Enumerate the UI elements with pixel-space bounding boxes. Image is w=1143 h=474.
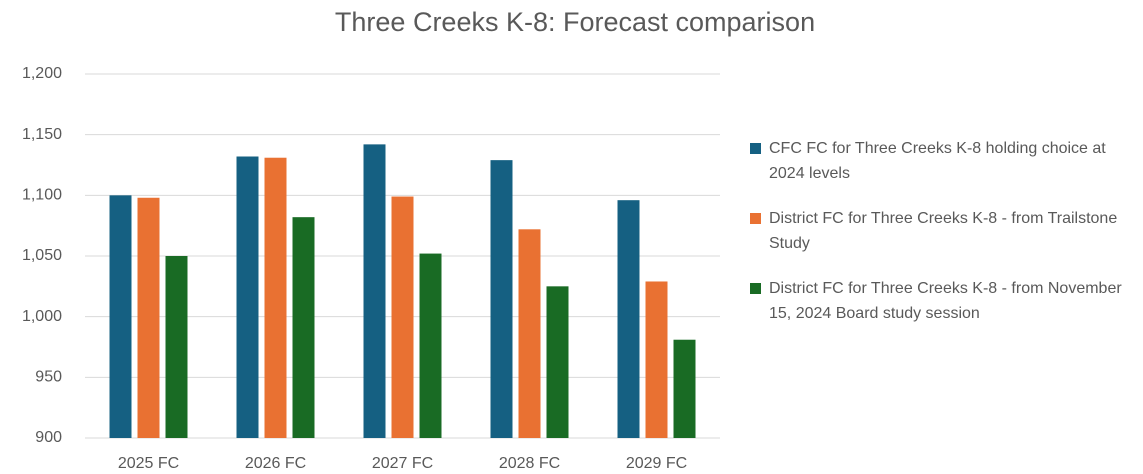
legend-swatch <box>750 213 761 224</box>
bar <box>236 156 259 439</box>
bar <box>673 339 696 438</box>
bar <box>391 196 414 438</box>
y-tick-label: 1,000 <box>22 308 62 325</box>
bar <box>109 195 132 438</box>
legend-swatch <box>750 143 761 154</box>
bar <box>490 160 513 438</box>
bar <box>617 200 640 438</box>
legend-label: District FC for Three Creeks K-8 - from … <box>769 210 1118 252</box>
x-tick-label: 2028 FC <box>499 455 560 472</box>
bar <box>518 229 541 438</box>
bar <box>165 256 188 438</box>
x-tick-label: 2026 FC <box>245 455 306 472</box>
bar <box>264 157 287 438</box>
legend-label: CFC FC for Three Creeks K-8 holding choi… <box>769 140 1106 182</box>
y-tick-label: 950 <box>35 369 62 386</box>
y-tick-label: 1,050 <box>22 247 62 264</box>
y-tick-label: 1,150 <box>22 126 62 143</box>
legend-swatch <box>750 283 761 294</box>
legend-entry: CFC FC for Three Creeks K-8 holding choi… <box>750 136 1130 186</box>
legend-entry: District FC for Three Creeks K-8 - from … <box>750 206 1130 256</box>
y-tick-label: 1,100 <box>22 187 62 204</box>
bar <box>137 197 160 438</box>
bar <box>645 281 668 438</box>
x-tick-label: 2025 FC <box>118 455 179 472</box>
legend-label: District FC for Three Creeks K-8 - from … <box>769 280 1122 322</box>
chart-title: Three Creeks K-8: Forecast comparison <box>335 7 815 37</box>
x-tick-label: 2029 FC <box>626 455 687 472</box>
y-tick-label: 1,200 <box>22 65 62 82</box>
bar <box>363 144 386 438</box>
legend-entry: District FC for Three Creeks K-8 - from … <box>750 276 1130 326</box>
bar <box>419 253 442 438</box>
x-tick-label: 2027 FC <box>372 455 433 472</box>
bar <box>292 217 315 438</box>
bar <box>546 286 569 438</box>
y-tick-label: 900 <box>35 429 62 446</box>
legend: CFC FC for Three Creeks K-8 holding choi… <box>750 136 1130 346</box>
